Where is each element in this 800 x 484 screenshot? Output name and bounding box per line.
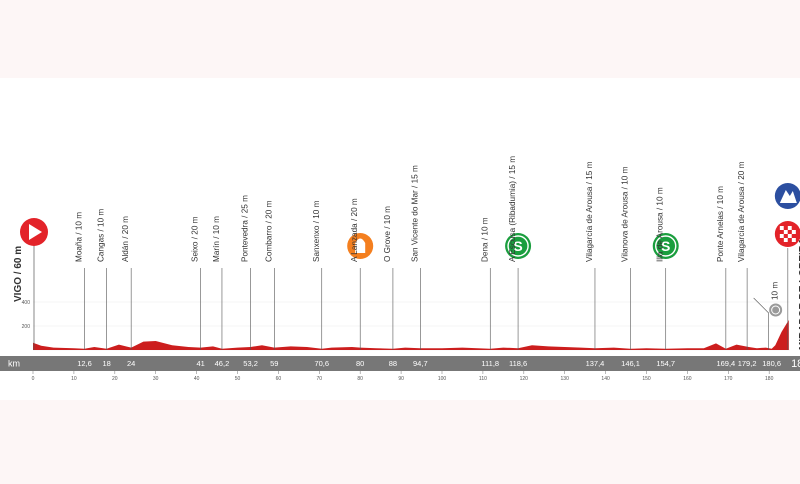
waypoint-km-label: 180,6 bbox=[762, 359, 781, 368]
waypoint-label: Illa de Arousa / 10 m bbox=[656, 187, 665, 262]
waypoint-km-label: 118,6 bbox=[509, 359, 527, 368]
waypoint-label: Sanxenxo / 10 m bbox=[312, 200, 321, 262]
waypoint-label: Ponte Arnelas / 10 m bbox=[716, 186, 725, 262]
waypoint-label: Aldán / 20 m bbox=[121, 216, 130, 262]
start-icon bbox=[20, 218, 48, 246]
sprint-icon: S bbox=[505, 233, 532, 259]
waypoint-label: Marín / 10 m bbox=[212, 216, 221, 262]
x-tick-label: 10 bbox=[71, 376, 77, 382]
waypoint-label: A Escusa (Ribadumia) / 15 m bbox=[508, 156, 517, 262]
flamme-rouge-label: 10 m bbox=[771, 282, 780, 300]
waypoint-label: Pontevedra / 25 m bbox=[241, 195, 250, 262]
waypoint-label: Vilagarcía de Arousa / 20 m bbox=[737, 161, 746, 262]
finish-flag-icon bbox=[774, 221, 800, 247]
elevation-tick-label: 400 bbox=[22, 300, 31, 306]
waypoint-km-label: 169,4 bbox=[716, 359, 735, 368]
finish-km-label: 184,8 bbox=[791, 358, 800, 370]
waypoint-km-label: 137,4 bbox=[586, 359, 605, 368]
waypoint-label: Seixo / 20 m bbox=[191, 216, 200, 262]
x-tick-label: 80 bbox=[357, 376, 363, 382]
waypoint-km-label: 41 bbox=[197, 359, 205, 368]
x-tick-label: 170 bbox=[724, 376, 733, 382]
x-tick-label: 50 bbox=[235, 376, 241, 382]
elevation-tick-label: 200 bbox=[22, 324, 31, 330]
finish-label-line1: MIRADOR DE LOBEIRA. bbox=[798, 235, 800, 350]
waypoint-km-label: 53,2 bbox=[243, 359, 258, 368]
x-tick-label: 130 bbox=[561, 376, 570, 382]
summit-finish-icon bbox=[774, 183, 800, 209]
x-tick-label: 90 bbox=[398, 376, 404, 382]
x-tick-label: 20 bbox=[112, 376, 118, 382]
x-tick-label: 120 bbox=[520, 376, 529, 382]
x-tick-label: 100 bbox=[438, 376, 447, 382]
waypoint-km-label: 94,7 bbox=[413, 359, 428, 368]
x-tick-label: 140 bbox=[601, 376, 610, 382]
svg-text:S: S bbox=[661, 238, 670, 254]
x-tick-label: 0 bbox=[32, 376, 35, 382]
waypoint-km-label: 146,1 bbox=[621, 359, 640, 368]
waypoint-label: San Vicente do Mar / 15 m bbox=[410, 165, 419, 262]
x-tick-label: 70 bbox=[317, 376, 323, 382]
svg-text:S: S bbox=[513, 238, 522, 254]
sprint-icon: S bbox=[652, 233, 679, 259]
x-tick-label: 30 bbox=[153, 376, 159, 382]
waypoint-label: Dena / 10 m bbox=[480, 217, 489, 262]
km-bar bbox=[0, 356, 800, 371]
waypoint-km-label: 88 bbox=[389, 359, 397, 368]
waypoint-km-label: 12,6 bbox=[77, 359, 92, 368]
waypoint-km-label: 154,7 bbox=[656, 359, 675, 368]
waypoint-km-label: 70,6 bbox=[314, 359, 329, 368]
waypoint-label: O Grove / 10 m bbox=[383, 206, 392, 262]
x-tick-label: 160 bbox=[683, 376, 692, 382]
x-tick-label: 150 bbox=[642, 376, 651, 382]
x-tick-label: 40 bbox=[194, 376, 200, 382]
waypoint-km-label: 24 bbox=[127, 359, 135, 368]
waypoint-km-label: 18 bbox=[102, 359, 110, 368]
waypoint-label: Combarro / 20 m bbox=[264, 200, 273, 262]
start-label: VIGO / 60 m bbox=[13, 246, 24, 302]
waypoint-label: Vilanova de Arousa / 10 m bbox=[621, 166, 630, 262]
flamme-rouge-marker-line bbox=[753, 297, 769, 350]
flamme-rouge-icon bbox=[769, 303, 783, 317]
elevation-profile-area bbox=[33, 320, 789, 350]
waypoint-km-label: 80 bbox=[356, 359, 364, 368]
waypoint-label: Vilagarcía de Arousa / 15 m bbox=[585, 161, 594, 262]
x-tick-label: 60 bbox=[276, 376, 282, 382]
waypoint-km-label: 46,2 bbox=[215, 359, 230, 368]
waypoint-km-label: 59 bbox=[270, 359, 278, 368]
waypoint-label: A Lanzada / 20 m bbox=[350, 198, 359, 262]
x-tick-label: 110 bbox=[479, 376, 487, 382]
km-unit-label: km bbox=[8, 359, 20, 369]
waypoint-km-label: 111,8 bbox=[481, 359, 499, 368]
waypoint-km-label: 179,2 bbox=[738, 359, 757, 368]
feed-zone-icon bbox=[347, 233, 374, 259]
waypoint-label: Moaña / 10 m bbox=[75, 212, 84, 262]
waypoint-label: Cangas / 10 m bbox=[97, 209, 106, 262]
x-tick-label: 180 bbox=[765, 376, 774, 382]
